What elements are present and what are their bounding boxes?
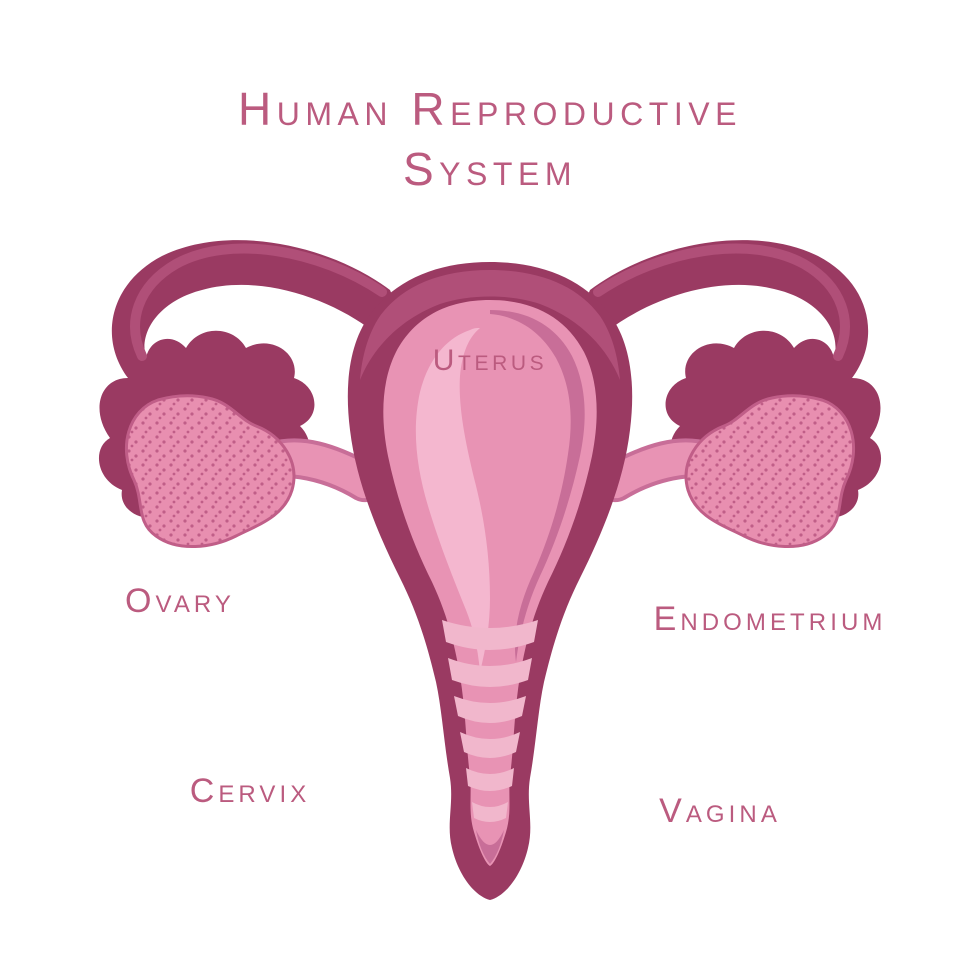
label-endometrium: Endometrium bbox=[600, 600, 940, 639]
title-line2: System bbox=[0, 142, 980, 196]
label-cervix: Cervix bbox=[140, 772, 360, 811]
label-ovary: Ovary bbox=[70, 582, 290, 621]
label-uterus: Uterus bbox=[390, 344, 590, 378]
title-line1: Human Reproductive bbox=[0, 82, 980, 136]
diagram-stage: Human Reproductive System Uterus Ovary E… bbox=[0, 0, 980, 980]
label-vagina: Vagina bbox=[610, 792, 830, 831]
